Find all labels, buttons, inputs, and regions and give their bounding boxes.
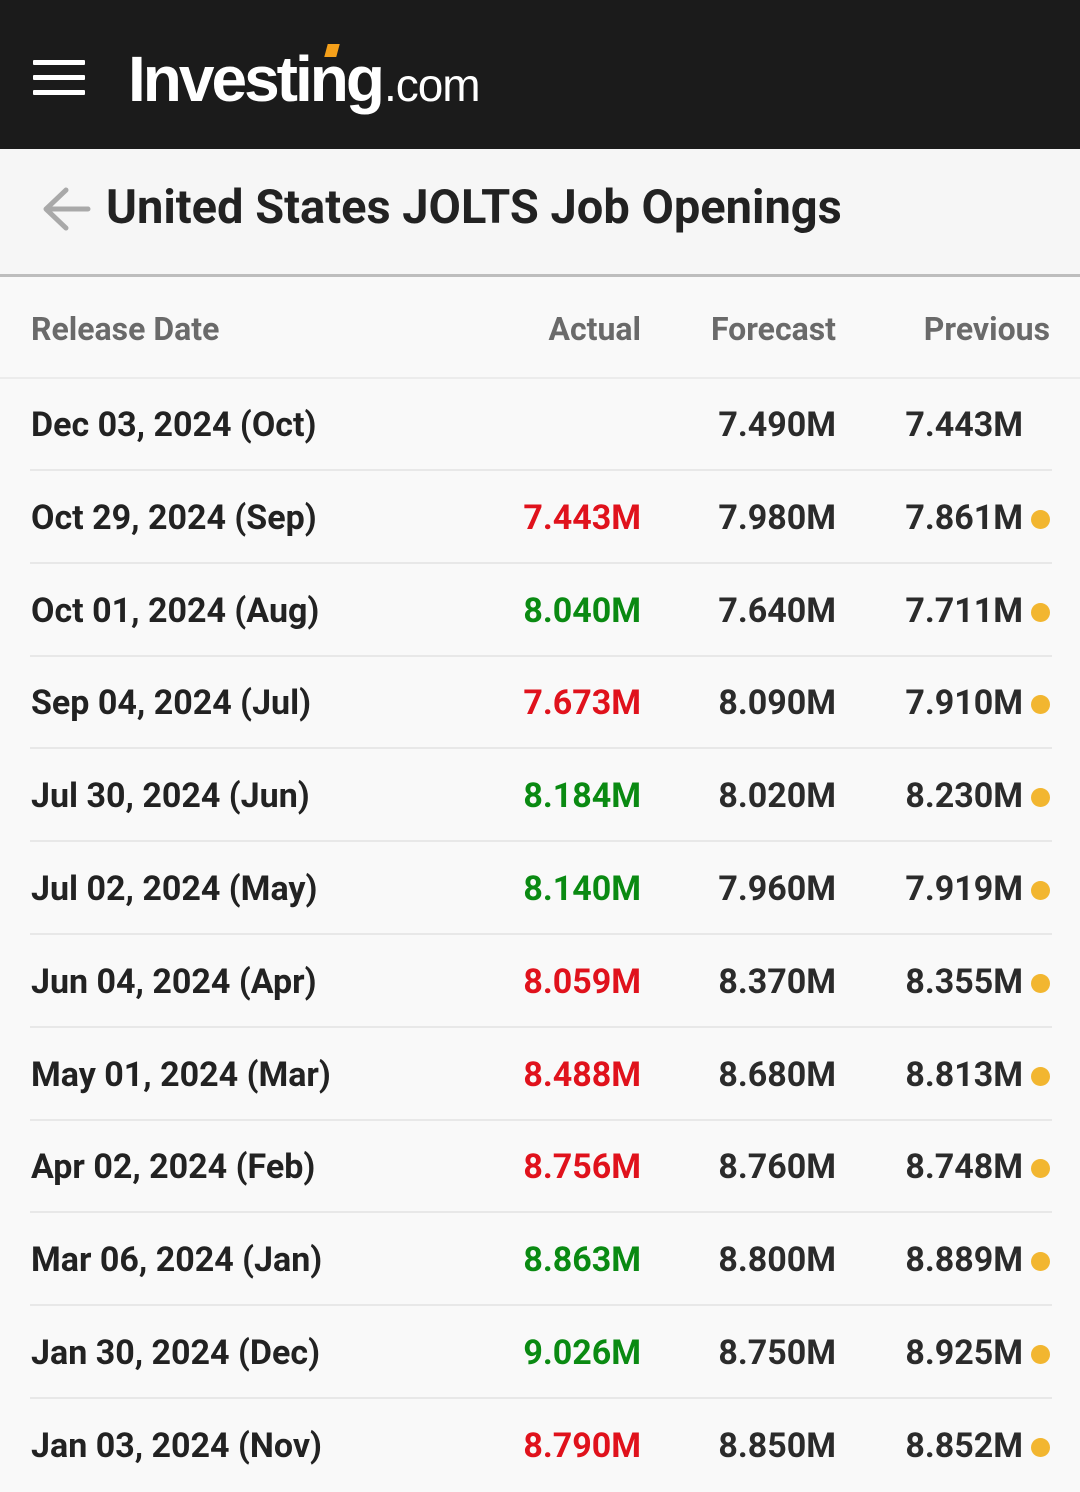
previous-value-cell: 8.748M (905, 1147, 1023, 1188)
top-navigation-bar: Investing.com (0, 0, 1080, 149)
table-row[interactable]: Mar 06, 2024 (Jan) 8.863M 8.800M 8.889M (0, 1214, 1080, 1307)
revised-indicator-icon[interactable] (1031, 973, 1050, 993)
column-header-previous[interactable]: Previous (923, 310, 1050, 348)
logo-suffix: .com (383, 59, 481, 111)
actual-value-cell: 8.059M (523, 961, 641, 1002)
logo-wordmark: Investing (128, 43, 385, 115)
hamburger-menu-icon[interactable] (33, 60, 85, 98)
actual-value-cell: 8.756M (523, 1147, 641, 1188)
arrow-left-icon[interactable] (38, 184, 92, 234)
previous-value-cell: 7.919M (905, 869, 1023, 909)
forecast-value-cell: 7.490M (718, 405, 836, 445)
historical-data-table: Release Date Actual Forecast Previous De… (0, 279, 1080, 1466)
previous-value-cell: 8.889M (905, 1240, 1023, 1281)
release-date-cell: Dec 03, 2024 (Oct) (31, 405, 317, 445)
actual-value-cell: 8.863M (523, 1240, 641, 1281)
table-row[interactable]: Oct 29, 2024 (Sep) 7.443M 7.980M 7.861M (0, 472, 1080, 564)
column-header-forecast[interactable]: Forecast (710, 310, 836, 348)
page-title-bar (0, 149, 1080, 277)
revised-indicator-icon[interactable] (1031, 695, 1050, 715)
forecast-value-cell: 8.750M (718, 1333, 836, 1373)
page-title: United States JOLTS Job Openings (106, 180, 842, 235)
forecast-value-cell: 8.760M (718, 1147, 836, 1188)
previous-value-cell: 7.910M (905, 683, 1023, 724)
table-row[interactable]: Jun 04, 2024 (Apr) 8.059M 8.370M 8.355M (0, 936, 1080, 1028)
previous-value-cell: 8.925M (905, 1333, 1023, 1373)
release-date-cell: Jul 02, 2024 (May) (31, 869, 318, 909)
table-row[interactable]: Jan 30, 2024 (Dec) 9.026M 8.750M 8.925M (0, 1307, 1080, 1399)
revised-indicator-icon[interactable] (1031, 1252, 1050, 1272)
table-row[interactable]: Oct 01, 2024 (Aug) 8.040M 7.640M 7.711M (0, 565, 1080, 657)
actual-value-cell: 8.184M (523, 776, 641, 817)
previous-value-cell: 7.711M (905, 590, 1023, 631)
release-date-cell: Jan 03, 2024 (Nov) (31, 1425, 322, 1466)
forecast-value-cell: 8.800M (718, 1240, 836, 1281)
table-row[interactable]: Jan 03, 2024 (Nov) 8.790M 8.850M 8.852M (0, 1400, 1080, 1492)
revised-indicator-icon[interactable] (1031, 788, 1050, 808)
forecast-value-cell: 8.020M (718, 776, 836, 817)
forecast-value-cell: 7.980M (718, 497, 836, 538)
release-date-cell: Oct 29, 2024 (Sep) (31, 497, 317, 538)
table-row[interactable]: Apr 02, 2024 (Feb) 8.756M 8.760M 8.748M (0, 1121, 1080, 1214)
revised-indicator-icon[interactable] (1031, 602, 1050, 622)
revised-indicator-icon[interactable] (1031, 1437, 1050, 1457)
release-date-cell: Jun 04, 2024 (Apr) (31, 961, 317, 1002)
table-header: Release Date Actual Forecast Previous (0, 279, 1080, 379)
table-row[interactable]: Jul 02, 2024 (May) 8.140M 7.960M 7.919M (0, 843, 1080, 935)
previous-value-cell: 8.813M (905, 1054, 1023, 1095)
release-date-cell: Apr 02, 2024 (Feb) (31, 1147, 316, 1188)
actual-value-cell: 9.026M (523, 1333, 641, 1373)
previous-value-cell: 8.355M (905, 961, 1023, 1002)
forecast-value-cell: 7.640M (718, 590, 836, 631)
revised-indicator-icon[interactable] (1031, 1159, 1050, 1179)
actual-value-cell: 8.790M (523, 1425, 641, 1466)
forecast-value-cell: 7.960M (718, 869, 836, 909)
release-date-cell: Sep 04, 2024 (Jul) (31, 683, 312, 724)
column-header-release-date[interactable]: Release Date (31, 310, 220, 348)
previous-value-cell: 8.852M (905, 1425, 1023, 1466)
previous-value-cell: 7.861M (905, 497, 1023, 538)
revised-indicator-icon[interactable] (1031, 881, 1050, 900)
actual-value-cell: 7.673M (523, 683, 641, 724)
previous-value-cell: 8.230M (905, 776, 1023, 817)
release-date-cell: Mar 06, 2024 (Jan) (31, 1240, 323, 1281)
release-date-cell: Oct 01, 2024 (Aug) (31, 590, 320, 631)
release-date-cell: Jul 30, 2024 (Jun) (31, 776, 310, 817)
forecast-value-cell: 8.090M (718, 683, 836, 724)
release-date-cell: May 01, 2024 (Mar) (31, 1054, 331, 1095)
table-row[interactable]: Dec 03, 2024 (Oct) 7.490M 7.443M (0, 379, 1080, 471)
actual-value-cell: 7.443M (523, 497, 641, 538)
table-row[interactable]: Sep 04, 2024 (Jul) 7.673M 8.090M 7.910M (0, 657, 1080, 750)
forecast-value-cell: 8.850M (718, 1425, 836, 1466)
release-date-cell: Jan 30, 2024 (Dec) (31, 1333, 320, 1373)
actual-value-cell: 8.488M (523, 1054, 641, 1095)
previous-value-cell: 7.443M (905, 405, 1023, 445)
revised-indicator-icon[interactable] (1031, 1345, 1050, 1364)
actual-value-cell: 8.040M (523, 590, 641, 631)
table-row[interactable]: Jul 30, 2024 (Jun) 8.184M 8.020M 8.230M (0, 750, 1080, 843)
table-row[interactable]: May 01, 2024 (Mar) 8.488M 8.680M 8.813M (0, 1029, 1080, 1121)
forecast-value-cell: 8.680M (718, 1054, 836, 1095)
forecast-value-cell: 8.370M (718, 961, 836, 1002)
actual-value-cell: 8.140M (523, 869, 641, 909)
revised-indicator-icon[interactable] (1031, 509, 1050, 529)
revised-indicator-icon[interactable] (1031, 1066, 1050, 1086)
investing-logo[interactable]: Investing.com (128, 42, 481, 122)
column-header-actual[interactable]: Actual (548, 310, 641, 348)
